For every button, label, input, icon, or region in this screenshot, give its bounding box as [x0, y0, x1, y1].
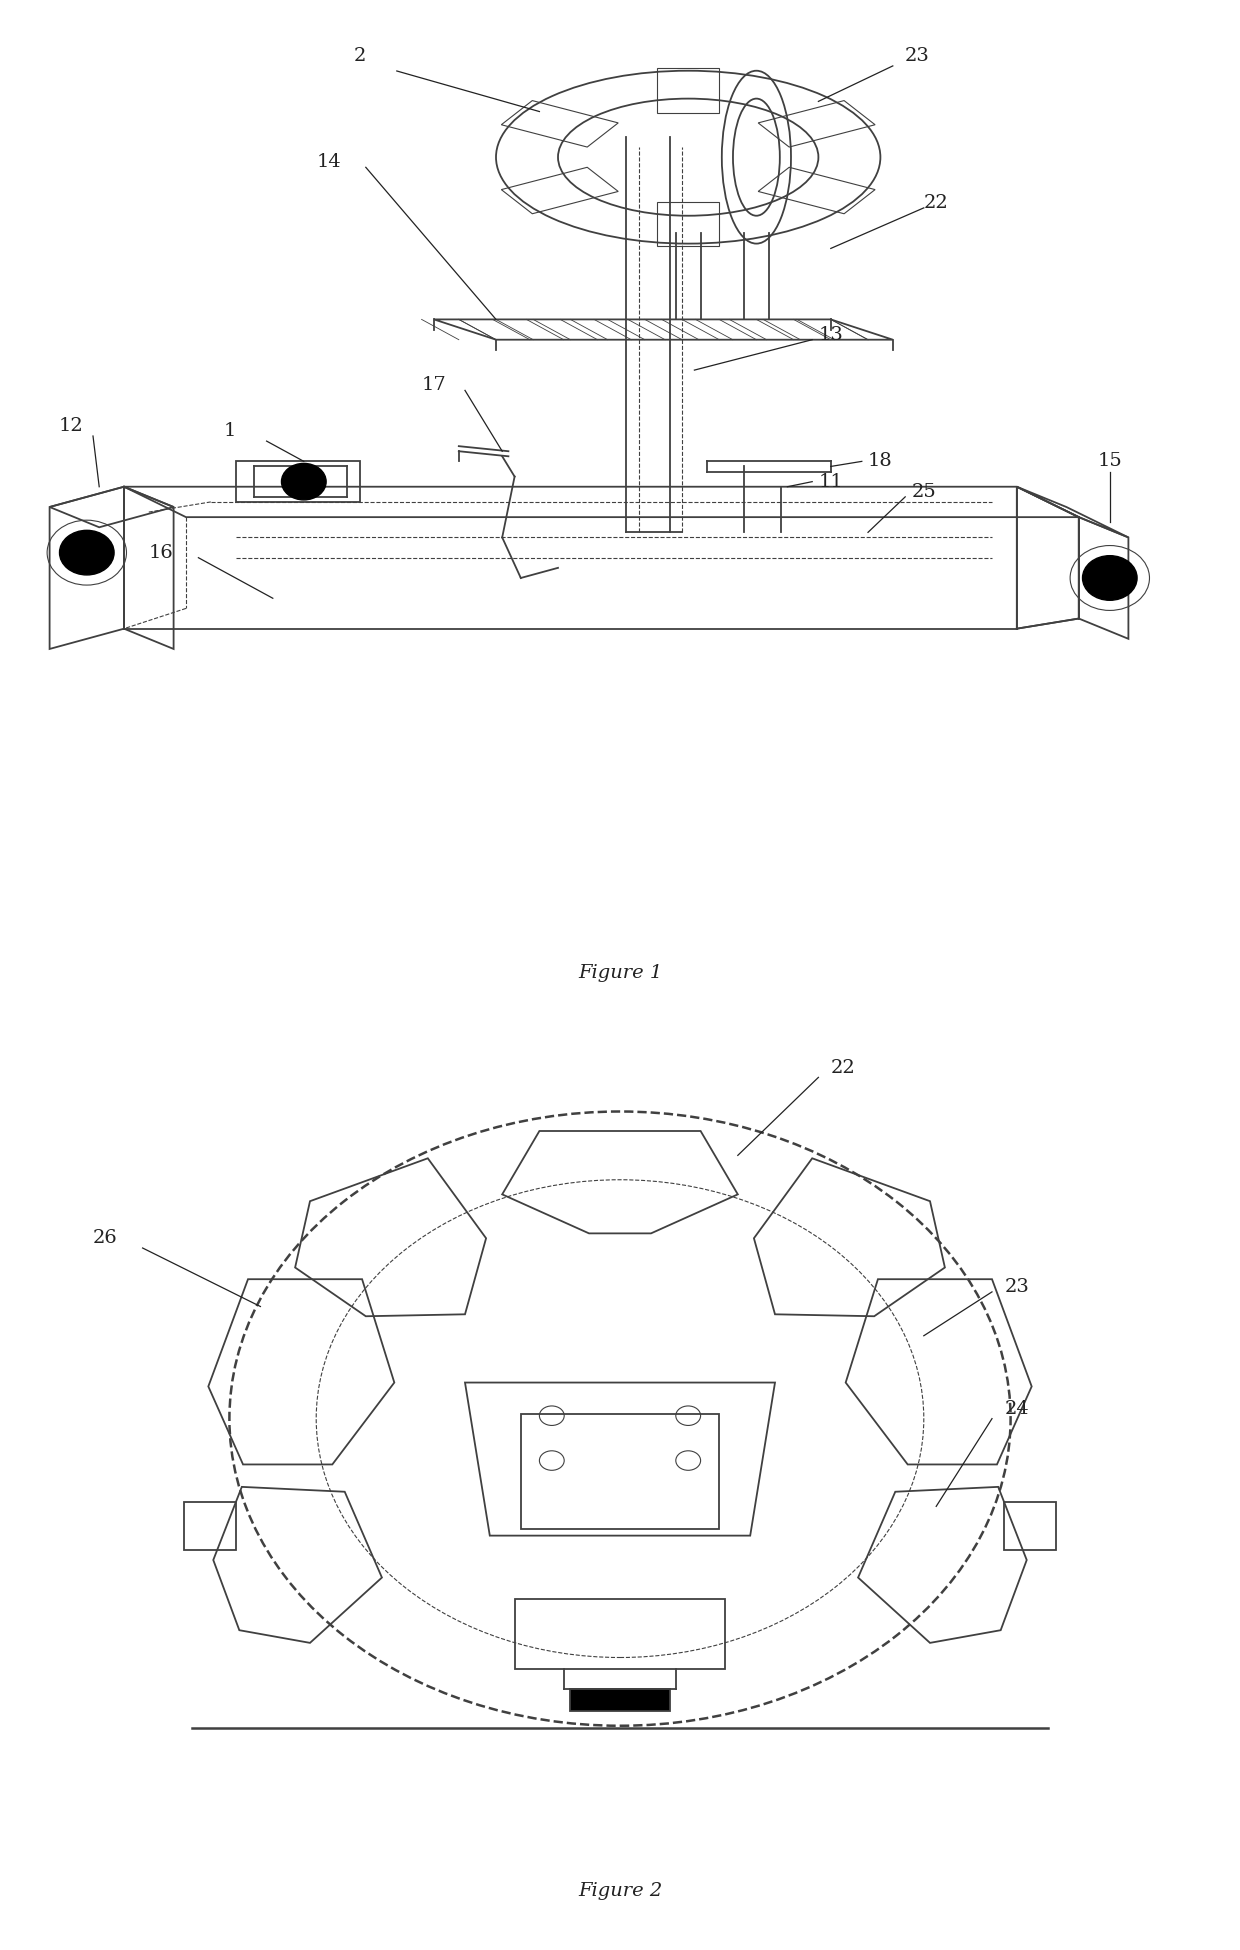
Text: Figure 1: Figure 1	[578, 965, 662, 983]
Text: 16: 16	[149, 544, 174, 562]
Text: 18: 18	[868, 452, 893, 470]
Text: 1: 1	[223, 421, 236, 441]
Text: 11: 11	[818, 472, 843, 491]
Text: 2: 2	[353, 47, 366, 64]
Text: 22: 22	[924, 193, 949, 213]
Circle shape	[281, 464, 326, 499]
Text: 25: 25	[911, 484, 936, 501]
Text: 23: 23	[1004, 1277, 1029, 1297]
Circle shape	[1083, 556, 1137, 601]
Circle shape	[60, 530, 114, 575]
Text: 12: 12	[58, 417, 83, 435]
Polygon shape	[570, 1689, 670, 1712]
Text: 15: 15	[1097, 452, 1122, 470]
Text: 23: 23	[905, 47, 930, 64]
Text: 17: 17	[422, 376, 446, 394]
Text: 13: 13	[818, 326, 843, 343]
Text: 26: 26	[93, 1228, 118, 1248]
Text: Figure 2: Figure 2	[578, 1882, 662, 1901]
Text: 24: 24	[1004, 1400, 1029, 1418]
Text: 22: 22	[831, 1059, 856, 1076]
Text: 14: 14	[316, 154, 341, 172]
